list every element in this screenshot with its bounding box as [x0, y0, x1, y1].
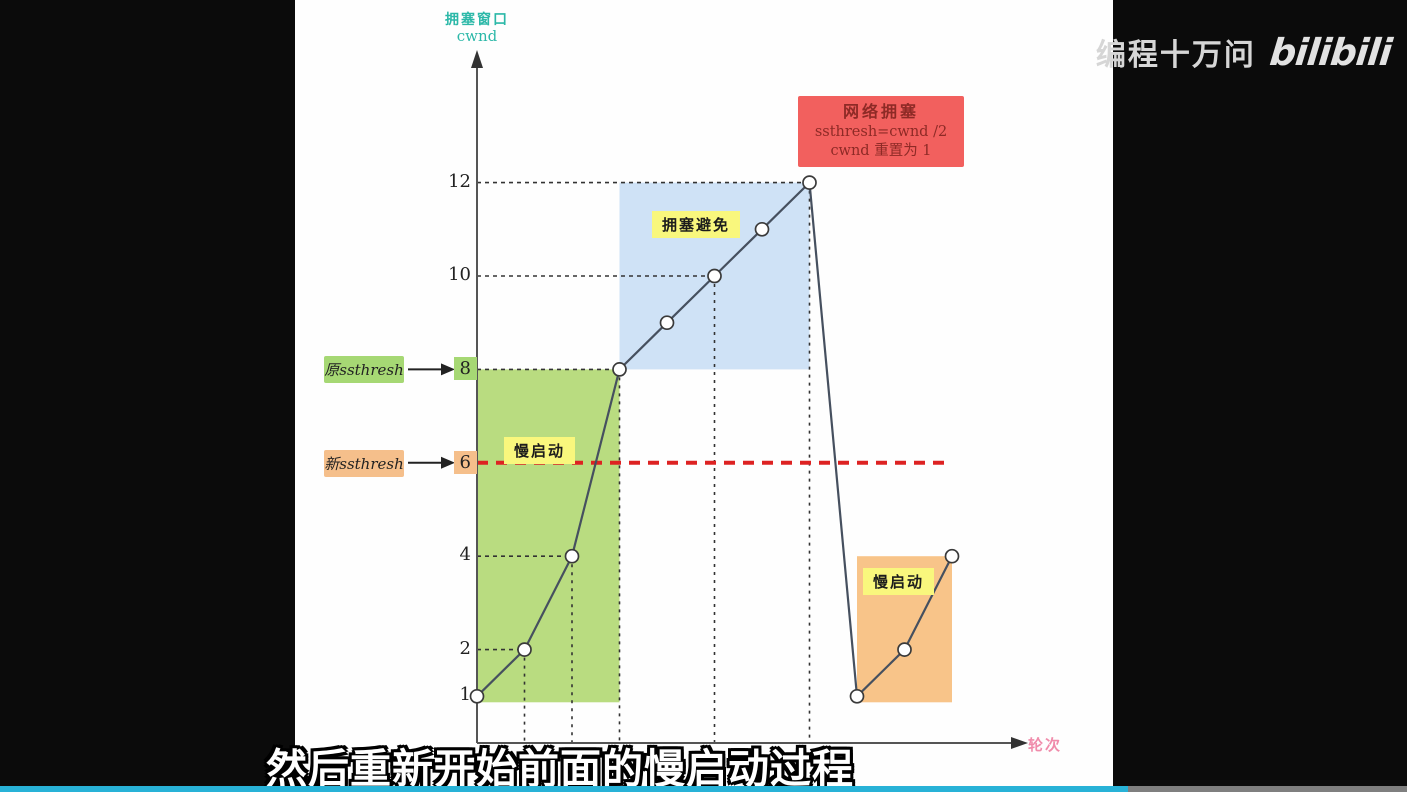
data-point-8 [849, 688, 865, 704]
progress-remaining[interactable] [1128, 786, 1407, 792]
data-point-10 [944, 548, 960, 564]
congestion-chart-svg [408, 50, 1028, 749]
bilibili-logo: bilibili [1267, 30, 1394, 74]
x-axis-title: 轮次 [1028, 736, 1063, 754]
phase-region-0 [477, 369, 620, 703]
ssthresh-arrowhead-0 [441, 363, 455, 376]
data-point-7 [802, 175, 817, 190]
data-point-9 [897, 642, 912, 657]
phase-label-congestion-avoidance: 拥塞避免 [652, 211, 741, 238]
y-axis-title-en: cwnd [456, 27, 498, 46]
progress-played[interactable] [0, 786, 1129, 792]
ssthresh-arrowhead-1 [441, 456, 455, 469]
y-tick-label-12: 12 [448, 170, 471, 192]
y-tick-label-1: 1 [459, 684, 471, 706]
channel-name: 编程十万问 [1095, 38, 1256, 73]
slide-content: 拥塞窗口 cwnd 12 10 8 6 4 2 1 原ssthresh 新ssthresh … [295, 0, 1113, 786]
data-point-6 [754, 221, 770, 237]
data-point-3 [612, 362, 627, 377]
new-ssthresh-label: 新ssthresh [324, 450, 404, 477]
network-congestion-callout: 网络拥塞 ssthresh=cwnd /2 cwnd 重置为 1 [798, 96, 964, 168]
watermark: 编程十万问 bilibili [1095, 30, 1394, 74]
y-axis-title: 拥塞窗口 cwnd [425, 12, 529, 45]
data-point-2 [564, 548, 580, 564]
video-subtitle: 然后重新开始前面的慢启动过程 [266, 745, 854, 792]
congestion-callout-line2: ssthresh=cwnd /2 [814, 123, 948, 140]
congestion-callout-line3: cwnd 重置为 1 [830, 142, 932, 159]
congestion-callout-line1: 网络拥塞 [842, 102, 919, 121]
data-point-1 [517, 642, 532, 657]
old-ssthresh-label: 原ssthresh [324, 356, 404, 383]
y-tick-label-10: 10 [448, 264, 471, 285]
data-point-5 [707, 268, 722, 284]
y-axis-title-cn: 拥塞窗口 [445, 12, 509, 28]
data-point-0 [469, 688, 485, 704]
y-axis-arrow [471, 50, 483, 68]
y-tick-label-6: 6 [413, 450, 477, 474]
y-tick-label-8: 8 [413, 357, 477, 381]
x-axis-arrow [1011, 737, 1028, 749]
phase-label-slow-start-1: 慢启动 [504, 437, 576, 464]
phase-label-slow-start-2: 慢启动 [863, 568, 935, 595]
data-point-4 [659, 315, 675, 331]
y-tick-label-2: 2 [459, 637, 471, 659]
y-tick-label-4: 4 [459, 544, 471, 566]
video-progress-bar[interactable] [0, 786, 1407, 792]
